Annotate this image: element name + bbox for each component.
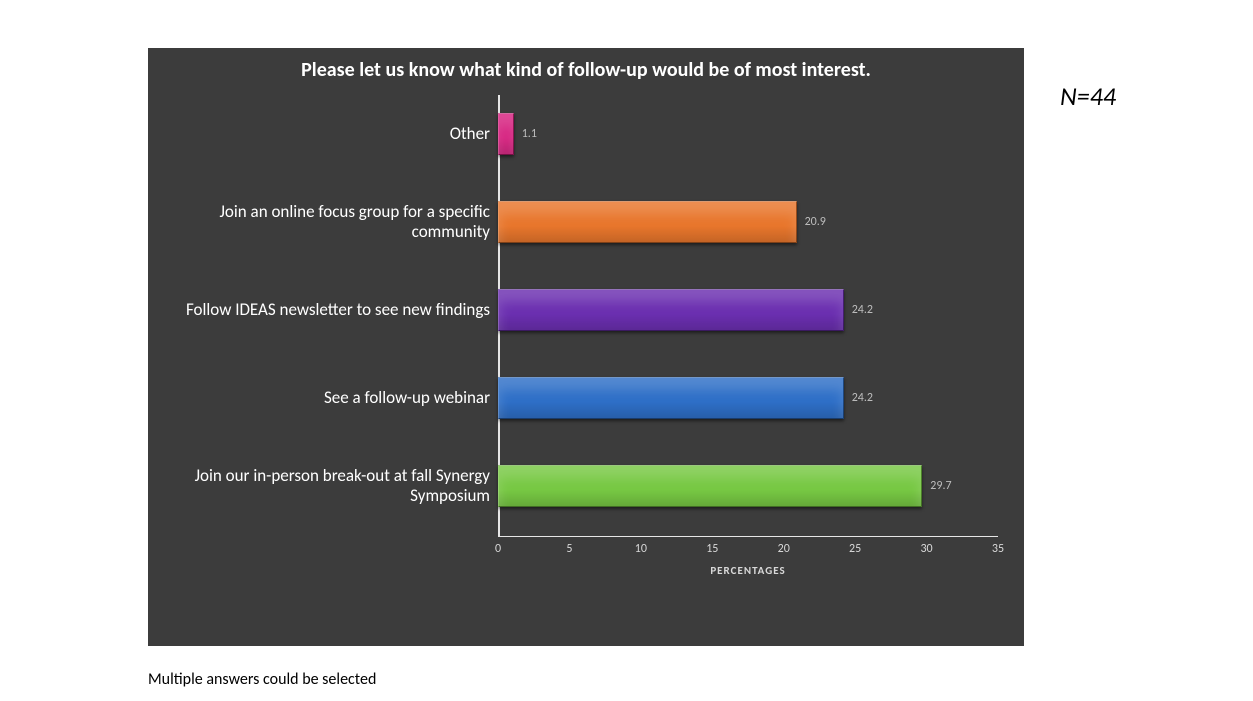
bar <box>498 113 514 155</box>
x-tick-label: 25 <box>849 542 861 556</box>
bar-row: Join an online focus group for a specifi… <box>148 201 1024 243</box>
x-tick-label: 20 <box>778 542 790 556</box>
plot-area: Other 1.1 Join an online focus group for a… <box>148 95 1024 565</box>
x-tick-label: 30 <box>920 542 932 556</box>
x-tick-label: 35 <box>992 542 1004 556</box>
x-tick-label: 0 <box>495 542 501 556</box>
bar-value-label: 24.2 <box>852 303 873 317</box>
bar-row: See a follow-up webinar 24.2 <box>148 377 1024 419</box>
bar <box>498 377 844 419</box>
x-tick-label: 5 <box>566 542 572 556</box>
bar <box>498 289 844 331</box>
bar-value-label: 29.7 <box>930 479 951 493</box>
bar <box>498 465 922 507</box>
bar-category-label: Follow IDEAS newsletter to see new findi… <box>148 300 498 320</box>
bar-row: Join our in-person break-out at fall Syn… <box>148 465 1024 507</box>
footnote: Multiple answers could be selected <box>148 670 376 689</box>
bar-row: Other 1.1 <box>148 113 1024 155</box>
bar-value-label: 1.1 <box>522 127 537 141</box>
followup-bar-chart: Please let us know what kind of follow-u… <box>148 48 1024 646</box>
x-tick-label: 15 <box>706 542 718 556</box>
bar-category-label: See a follow-up webinar <box>148 388 498 408</box>
bar-value-label: 24.2 <box>852 391 873 405</box>
bar-value-label: 20.9 <box>805 215 826 229</box>
chart-title: Please let us know what kind of follow-u… <box>148 48 1024 83</box>
bar <box>498 201 797 243</box>
sample-size-label: N=44 <box>1060 80 1116 112</box>
bar-category-label: Other <box>148 124 498 144</box>
bar-row: Follow IDEAS newsletter to see new findi… <box>148 289 1024 331</box>
x-axis-line <box>498 536 998 537</box>
x-axis-title: PERCENTAGES <box>498 564 998 577</box>
bar-category-label: Join an online focus group for a specifi… <box>148 202 498 241</box>
bar-category-label: Join our in-person break-out at fall Syn… <box>148 466 498 505</box>
x-tick-label: 10 <box>635 542 647 556</box>
